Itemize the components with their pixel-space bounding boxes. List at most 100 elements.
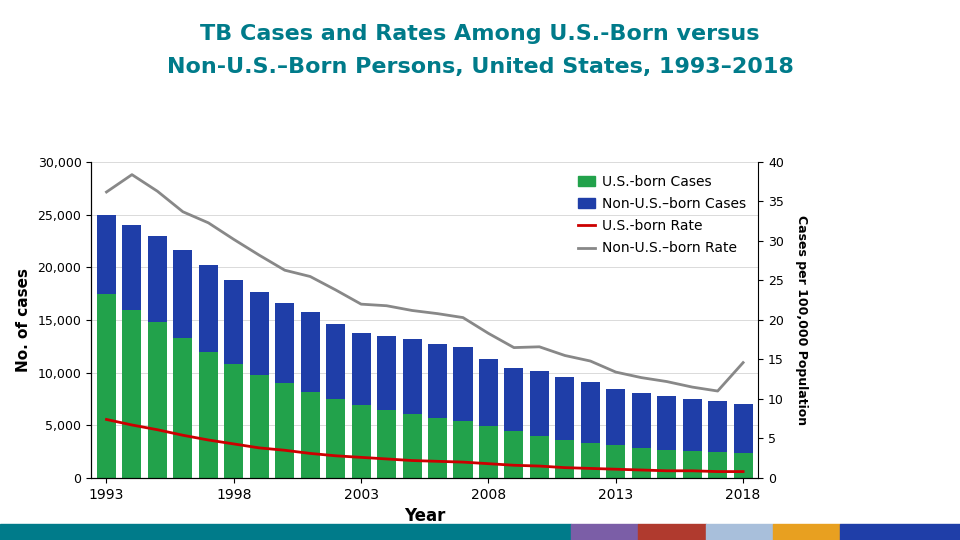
- U.S.-born Rate: [712, 468, 724, 475]
- Bar: [122, 225, 141, 309]
- U.S.-born Rate: [483, 461, 494, 467]
- Bar: [199, 352, 218, 478]
- U.S.-born Rate: [279, 447, 291, 454]
- Bar: [683, 451, 702, 478]
- Non-U.S.–born Rate: [101, 189, 112, 195]
- Non-U.S.–born Rate: [534, 343, 545, 350]
- Text: Non-U.S.–Born Persons, United States, 1993–2018: Non-U.S.–Born Persons, United States, 19…: [167, 57, 793, 77]
- Non-U.S.–born Rate: [152, 188, 163, 194]
- Bar: [148, 322, 167, 478]
- Non-U.S.–born Rate: [330, 287, 342, 293]
- Non-U.S.–born Rate: [279, 267, 291, 273]
- Bar: [581, 382, 600, 443]
- Bar: [530, 371, 549, 436]
- Y-axis label: Cases per 100,000 Population: Cases per 100,000 Population: [795, 215, 808, 425]
- U.S.-born Rate: [381, 456, 393, 462]
- Bar: [504, 430, 523, 478]
- Non-U.S.–born Rate: [126, 171, 137, 178]
- Bar: [225, 280, 243, 364]
- Non-U.S.–born Rate: [457, 314, 468, 321]
- Bar: [632, 448, 651, 478]
- Bar: [326, 400, 346, 478]
- Bar: [351, 333, 371, 405]
- Bar: [632, 393, 651, 448]
- Bar: [174, 251, 192, 338]
- U.S.-born Rate: [330, 453, 342, 459]
- Bar: [122, 309, 141, 478]
- Non-U.S.–born Rate: [483, 330, 494, 336]
- U.S.-born Rate: [228, 441, 240, 447]
- Non-U.S.–born Rate: [432, 310, 444, 317]
- Bar: [479, 359, 498, 427]
- Non-U.S.–born Rate: [406, 307, 418, 314]
- Non-U.S.–born Rate: [228, 236, 240, 242]
- Bar: [250, 375, 269, 478]
- U.S.-born Rate: [661, 468, 673, 474]
- Bar: [326, 324, 346, 400]
- Bar: [733, 453, 753, 478]
- Line: Non-U.S.–born Rate: Non-U.S.–born Rate: [107, 174, 743, 391]
- Bar: [530, 436, 549, 478]
- Bar: [174, 338, 192, 478]
- U.S.-born Rate: [610, 466, 621, 472]
- Non-U.S.–born Rate: [712, 388, 724, 394]
- Non-U.S.–born Rate: [610, 369, 621, 375]
- Legend: U.S.-born Cases, Non-U.S.–born Cases, U.S.-born Rate, Non-U.S.–born Rate: U.S.-born Cases, Non-U.S.–born Cases, U.…: [572, 169, 752, 261]
- Bar: [479, 427, 498, 478]
- Y-axis label: No. of cases: No. of cases: [15, 268, 31, 372]
- Non-U.S.–born Rate: [355, 301, 367, 307]
- U.S.-born Rate: [101, 416, 112, 423]
- Bar: [300, 312, 320, 392]
- Non-U.S.–born Rate: [253, 252, 265, 259]
- Non-U.S.–born Rate: [636, 374, 647, 381]
- U.S.-born Rate: [508, 462, 519, 469]
- Bar: [97, 215, 116, 294]
- Bar: [555, 440, 574, 478]
- U.S.-born Rate: [737, 468, 749, 475]
- Bar: [199, 265, 218, 352]
- U.S.-born Rate: [686, 468, 698, 474]
- Bar: [453, 421, 472, 478]
- Bar: [276, 303, 295, 383]
- U.S.-born Rate: [406, 457, 418, 464]
- Bar: [683, 399, 702, 451]
- Non-U.S.–born Rate: [177, 208, 188, 215]
- U.S.-born Rate: [457, 459, 468, 465]
- U.S.-born Rate: [432, 458, 444, 464]
- Bar: [607, 446, 625, 478]
- Bar: [607, 389, 625, 446]
- Non-U.S.–born Rate: [585, 358, 596, 365]
- Bar: [225, 364, 243, 478]
- Bar: [276, 383, 295, 478]
- U.S.-born Rate: [304, 450, 316, 457]
- Bar: [300, 392, 320, 478]
- Bar: [377, 410, 396, 478]
- Bar: [148, 236, 167, 322]
- Bar: [658, 450, 676, 478]
- Bar: [453, 347, 472, 421]
- Bar: [351, 405, 371, 478]
- U.S.-born Rate: [585, 465, 596, 471]
- Text: TB Cases and Rates Among U.S.-Born versus: TB Cases and Rates Among U.S.-Born versu…: [201, 24, 759, 44]
- Bar: [97, 294, 116, 478]
- U.S.-born Rate: [534, 463, 545, 469]
- Bar: [250, 292, 269, 375]
- Bar: [428, 343, 447, 418]
- U.S.-born Rate: [177, 432, 188, 438]
- Bar: [402, 414, 421, 478]
- Non-U.S.–born Rate: [508, 345, 519, 351]
- Non-U.S.–born Rate: [737, 359, 749, 366]
- Non-U.S.–born Rate: [559, 352, 570, 359]
- Bar: [402, 339, 421, 414]
- U.S.-born Rate: [203, 437, 214, 443]
- Bar: [708, 401, 728, 453]
- Non-U.S.–born Rate: [381, 302, 393, 309]
- Non-U.S.–born Rate: [661, 379, 673, 385]
- X-axis label: Year: Year: [404, 507, 445, 525]
- Line: U.S.-born Rate: U.S.-born Rate: [107, 420, 743, 471]
- Bar: [733, 403, 753, 453]
- Bar: [377, 336, 396, 410]
- U.S.-born Rate: [559, 464, 570, 471]
- U.S.-born Rate: [126, 422, 137, 428]
- Bar: [658, 396, 676, 450]
